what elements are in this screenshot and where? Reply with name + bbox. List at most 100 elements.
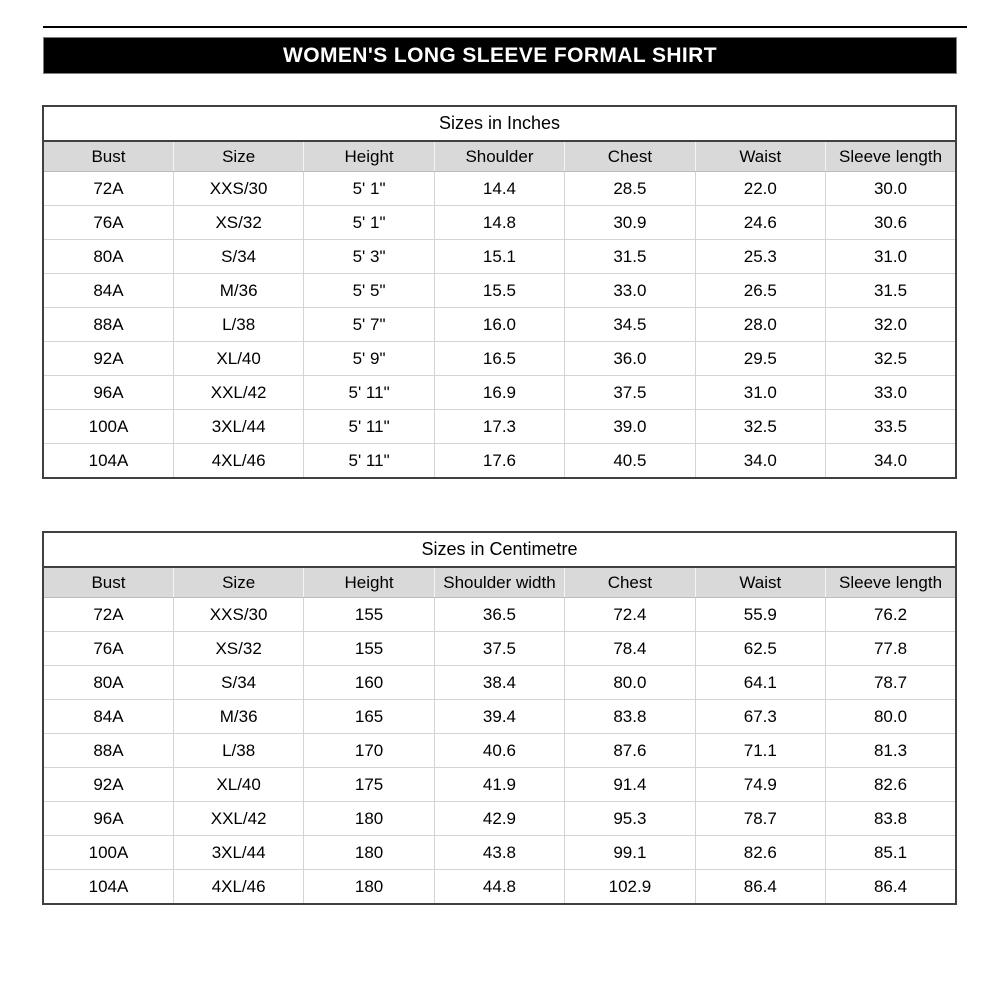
table-title: Sizes in Inches [43,106,956,142]
table-cell: 25.3 [694,239,826,274]
table-cell: 96A [43,375,174,410]
table-cell: 62.5 [694,631,826,666]
table-cell: 96A [43,801,174,836]
table-cell: 32.5 [825,341,956,376]
product-title: WOMEN'S LONG SLEEVE FORMAL SHIRT [283,43,717,67]
table-cell: 5' 11" [303,375,435,410]
table-cell: 4XL/46 [172,443,304,478]
table-header-row: Bust Size Height Shoulder width Chest Waist Sl… [43,567,956,598]
table-cell: 39.0 [564,409,696,444]
table-cell: XXL/42 [172,801,304,836]
table-cell: 102.9 [564,869,696,904]
table-row: 96A XXL/42 5' 11" 16.9 37.5 31.0 33.0 [43,375,956,410]
table-cell: 100A [43,835,174,870]
table-cell: 84A [43,273,174,308]
table-cell: 24.6 [694,205,826,240]
table-cell: 30.6 [825,205,956,240]
table-row: 72A XXS/30 155 36.5 72.4 55.9 76.2 [43,597,956,632]
table-cell: 84A [43,699,174,734]
table-cell: XXS/30 [172,597,304,632]
table-cell: 3XL/44 [172,835,304,870]
column-header: Size [172,141,304,172]
table-cell: 78.7 [694,801,826,836]
table-cell: 72A [43,597,174,632]
column-header: Height [303,141,435,172]
table-cell: 80.0 [825,699,956,734]
table-cell: 78.7 [825,665,956,700]
table-cell: 155 [303,631,435,666]
table-cell: 15.1 [433,239,565,274]
table-row: 88A L/38 5' 7" 16.0 34.5 28.0 32.0 [43,307,956,342]
table-cell: 28.0 [694,307,826,342]
table-cell: 32.0 [825,307,956,342]
table-cell: 5' 7" [303,307,435,342]
table-cell: 165 [303,699,435,734]
column-header: Bust [43,141,174,172]
table-cell: 88A [43,733,174,768]
table-cell: 104A [88,876,129,896]
table-cell: 180 [303,869,435,904]
table-cell: 34.5 [564,307,696,342]
table-row: 88A L/38 170 40.6 87.6 71.1 81.3 [43,733,956,768]
table-cell: 31.5 [564,239,696,274]
table-row: 100A 3XL/44 5' 11" 17.3 39.0 32.5 33.5 [43,409,956,444]
column-header: Sleeve length [825,567,956,598]
table-cell: 86.4 [694,869,826,904]
column-header: Size [172,567,304,598]
table-cell: 67.3 [694,699,826,734]
table-row: 84A M/36 165 39.4 83.8 67.3 80.0 [43,699,956,734]
table-cell: S/34 [172,665,304,700]
table-cell: 160 [303,665,435,700]
column-header: Shoulder width [433,567,565,598]
table-cell: 85.1 [825,835,956,870]
table-cell: 81.3 [825,733,956,768]
table-cell: 155 [303,597,435,632]
table-cell: 55.9 [694,597,826,632]
table-cell: 72A [43,171,174,206]
table-row: 96A XXL/42 180 42.9 95.3 78.7 83.8 [43,801,956,836]
table-cell: 71.1 [694,733,826,768]
table-cell: 30.0 [825,171,956,206]
table-cell: 34.0 [825,443,956,478]
column-header: Chest [564,567,696,598]
table-cell: 36.5 [433,597,565,632]
table-cell: 5' 1" [303,171,435,206]
table-row: 104A 4XL/46 180 44.8 102.9 86.4 86.4 [43,869,956,904]
table-cell: 39.4 [433,699,565,734]
table-cell: 74.9 [694,767,826,802]
table-cell: 5' 3" [303,239,435,274]
column-header: Bust [43,567,174,598]
sizes-centimetre-table: Sizes in Centimetre Bust Size Height Should… [42,531,957,905]
table-cell: 42.9 [433,801,565,836]
table-cell: 104A [88,450,129,470]
table-cell: 26.5 [694,273,826,308]
table-title: Sizes in Centimetre [43,532,956,568]
table-cell: 40.6 [433,733,565,768]
table-cell: 43.8 [433,835,565,870]
table-cell: XS/32 [172,205,304,240]
table-cell: 33.5 [825,409,956,444]
table-row: 72A XXS/30 5' 1" 14.4 28.5 22.0 30.0 [43,171,956,206]
table-title-row: Sizes in Centimetre [43,532,956,568]
table-row: 100A 3XL/44 180 43.8 99.1 82.6 85.1 [43,835,956,870]
table-cell: 16.5 [433,341,565,376]
table-cell: 17.3 [433,409,565,444]
table-cell: 83.8 [564,699,696,734]
table-cell: 80A [43,665,174,700]
table-cell: 33.0 [564,273,696,308]
column-header: Sleeve length [825,141,956,172]
table-cell: 14.8 [433,205,565,240]
table-cell: 33.0 [825,375,956,410]
table-header-row: Bust Size Height Shoulder Chest Waist Sleeve l… [43,141,956,172]
table-cell: 14.4 [433,171,565,206]
table-cell: 30.9 [564,205,696,240]
table-cell: 31.0 [694,375,826,410]
table-cell: XXL/42 [172,375,304,410]
table-cell: L/38 [172,307,304,342]
table-cell: 31.5 [825,273,956,308]
table-cell: 77.8 [825,631,956,666]
table-cell: 5' 9" [303,341,435,376]
table-cell: 95.3 [564,801,696,836]
table-cell: 92A [43,767,174,802]
table-cell: 41.9 [433,767,565,802]
